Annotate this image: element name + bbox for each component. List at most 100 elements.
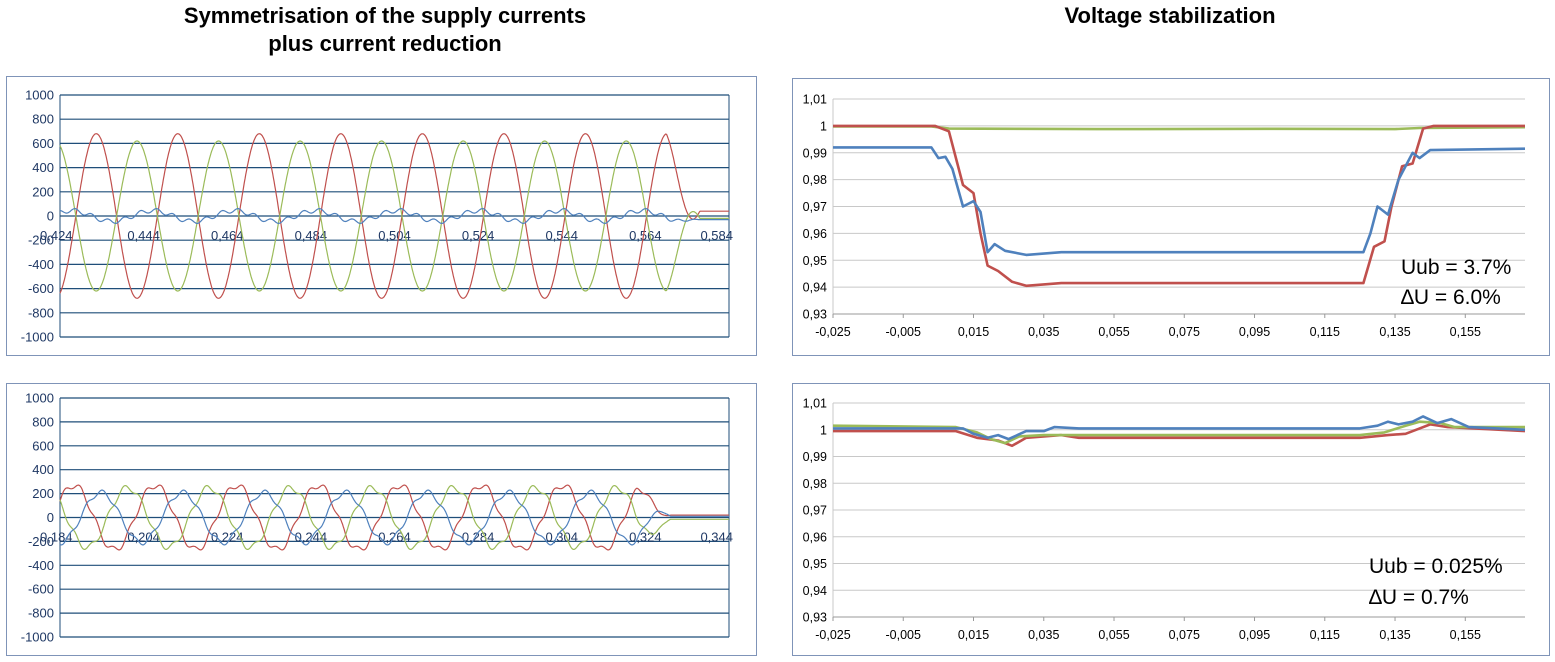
x-tick-label: 0,344 [700,530,733,545]
y-tick-label: 0,93 [803,308,827,322]
x-tick-label: 0,095 [1239,325,1270,339]
y-tick-label: -600 [28,281,54,296]
x-tick-label: 0,424 [40,228,73,243]
y-tick-label: -200 [28,233,54,248]
series-line-blue [833,415,1526,441]
series-line-red [833,423,1526,448]
x-tick-label: 0,484 [295,228,328,243]
heading-left-line2: plus current reduction [268,31,502,56]
chart-current-after: 1000 800 600 400 200 0 -200 -400 -600 -800 -1000 0,… [6,383,757,656]
y-tick-label: 0,98 [803,173,827,187]
y-tick-label: 0,95 [803,557,827,571]
x-tick-label: 0,075 [1169,325,1200,339]
y-tick-label: 1,01 [803,397,827,411]
chart-current-before: 1000 800 600 400 200 0 -200 -400 -600 -800 -1000 0,… [6,76,757,356]
y-tick-label: 600 [32,438,54,453]
x-tick-label: -0,025 [815,325,850,339]
x-tick-label: 0,035 [1028,325,1059,339]
x-tick-label: 0,135 [1379,628,1410,642]
x-tick-label: 0,015 [958,325,989,339]
x-tick-label: 0,015 [958,628,989,642]
chart-voltage-after-svg: 1,01 1 0,99 0,98 0,97 0,96 0,95 0,94 0,93 -0,025 -… [803,397,1526,642]
x-tick-label: 0,204 [127,530,160,545]
y-tick-label: -200 [28,534,54,549]
y-tick-label: 800 [32,112,54,127]
series-line-green [832,420,1525,445]
y-tick-label: -1000 [21,330,54,345]
chart-current-before-svg: 1000 800 600 400 200 0 -200 -400 -600 -800 -1000 0,… [21,88,733,345]
y-tick-label: 0,96 [803,227,827,241]
y-tick-label: 0,93 [803,611,827,625]
y-tick-label: 0,97 [803,504,827,518]
annotation-du-top: ∆U = 6.0% [1401,286,1501,309]
y-tick-label: 1 [820,423,827,437]
annotation-uub-top: Uub = 3.7% [1401,256,1512,279]
series-line-red [59,133,729,299]
y-tick-label: 400 [32,462,54,477]
y-tick-label: -600 [28,582,54,597]
x-tick-label: 0,244 [295,530,328,545]
y-tick-label: 1 [820,119,827,133]
annotation-uub-bottom: Uub = 0.025% [1369,555,1503,578]
x-tick-label: 0,055 [1098,325,1129,339]
y-tick-label: 0,99 [803,450,827,464]
x-tick-label: 0,155 [1450,628,1481,642]
x-tick-label: 0,055 [1098,628,1129,642]
y-tick-label: 0,97 [803,200,827,214]
y-tick-label: -800 [28,305,54,320]
x-tick-label: 0,444 [127,228,160,243]
y-tick-label: 0,96 [803,530,827,544]
y-tick-label: 0,98 [803,477,827,491]
x-tick-label: 0,564 [629,228,662,243]
x-tick-label: 0,075 [1169,628,1200,642]
x-tick-label: 0,115 [1310,325,1340,339]
y-tick-label: 0,94 [803,281,827,295]
y-tick-label: 0,94 [803,584,827,598]
heading-voltage-stabilization: Voltage stabilization [1064,3,1276,28]
series-line-green [59,140,729,292]
x-tick-label: 0,264 [378,530,411,545]
y-tick-label: -400 [28,558,54,573]
y-tick-label: 0 [47,510,54,525]
x-tick-label: -0,025 [815,628,850,642]
y-tick-label: 400 [32,160,54,175]
y-tick-label: 0 [47,209,54,224]
y-tick-label: -800 [28,606,54,621]
series-line-blue [59,489,729,546]
y-tick-label: 0,99 [803,146,827,160]
y-tick-label: 200 [32,486,54,501]
series-line-blue [59,208,729,224]
x-tick-label: 0,035 [1028,628,1059,642]
heading-left-line1: Symmetrisation of the supply currents [183,3,587,28]
x-tick-label: 0,115 [1310,628,1340,642]
x-tick-label: 0,184 [40,530,73,545]
x-tick-label: 0,464 [211,228,244,243]
x-tick-label: 0,584 [700,228,733,243]
chart-voltage-after: 1,01 1 0,99 0,98 0,97 0,96 0,95 0,94 0,93 -0,025 -… [792,383,1550,656]
y-tick-label: 0,95 [803,254,827,268]
series-line-red [59,484,729,551]
series-line-green [59,485,729,550]
x-tick-label: 0,324 [629,530,662,545]
x-tick-label: 0,524 [462,228,495,243]
x-tick-label: -0,005 [886,325,921,339]
chart-voltage-before-svg: 1,01 1 0,99 0,98 0,97 0,96 0,95 0,94 0,93 -0,025 -… [803,93,1526,339]
x-tick-label: 0,095 [1239,628,1270,642]
y-tick-label: 1,01 [803,93,827,107]
y-tick-label: 1000 [25,391,54,406]
heading-symmetrisation: Symmetrisation of the supply currents pl… [60,2,710,58]
x-tick-label: 0,504 [378,228,411,243]
x-tick-label: -0,005 [886,628,921,642]
y-tick-label: 800 [32,414,54,429]
chart-current-after-svg: 1000 800 600 400 200 0 -200 -400 -600 -800 -1000 0,… [21,391,733,645]
y-tick-label: -1000 [21,630,54,645]
x-tick-label: 0,135 [1379,325,1410,339]
y-tick-label: 1000 [25,88,54,103]
series-line-blue [833,146,1526,257]
y-tick-label: 600 [32,136,54,151]
y-tick-label: -400 [28,257,54,272]
y-tick-label: 200 [32,184,54,199]
x-tick-label: 0,155 [1450,325,1481,339]
x-tick-label: 0,304 [545,530,578,545]
annotation-du-bottom: ∆U = 0.7% [1369,586,1469,609]
